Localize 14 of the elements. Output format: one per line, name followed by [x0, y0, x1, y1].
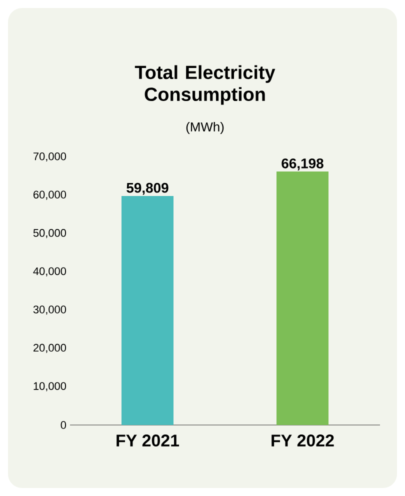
- x-tick-label: FY 2022: [272, 434, 334, 447]
- y-tick-label: 50,000: [33, 229, 66, 238]
- x-tick-label: FY 2021: [116, 434, 180, 447]
- y-tick-label: 60,000: [34, 190, 66, 200]
- chart-subtitle: (MWh): [186, 122, 224, 134]
- data-label: 59,809: [126, 182, 168, 195]
- y-tick-label: 10,000: [34, 382, 66, 392]
- y-tick-label: 30,000: [33, 306, 66, 315]
- y-tick-label: 70,000: [34, 152, 66, 162]
- data-label: 66,198: [282, 158, 324, 170]
- chart-title: Total Electricity Consumption: [134, 65, 276, 105]
- y-tick-label: 40,000: [33, 267, 66, 276]
- y-tick-label: 0: [60, 421, 66, 429]
- y-tick-label: 20,000: [34, 344, 66, 353]
